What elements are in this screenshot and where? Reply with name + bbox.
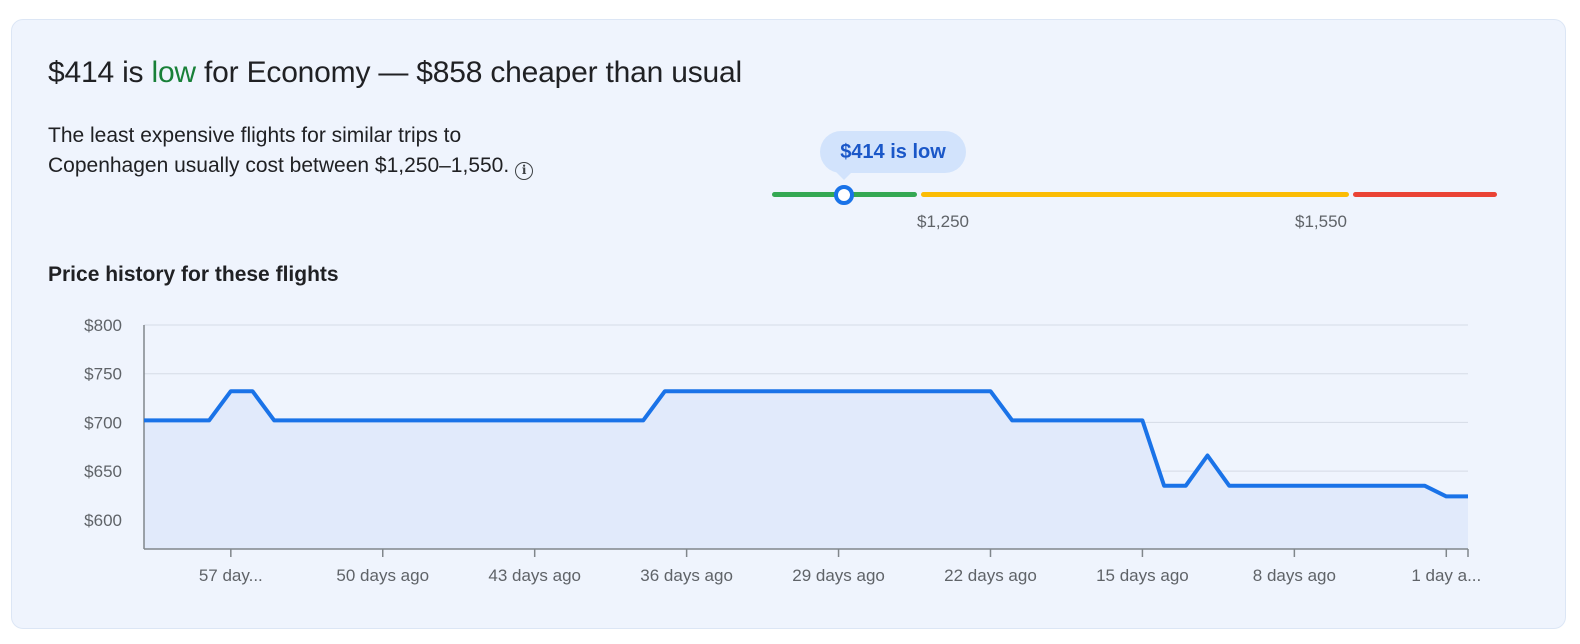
x-tick-label: 50 days ago [336,566,429,585]
current-price-bubble: $414 is low [820,131,966,180]
price-level-text: low [151,56,196,89]
price-history-title: Price history for these flights [48,263,339,286]
x-tick-label: 15 days ago [1096,566,1189,585]
x-tick-label: 36 days ago [640,566,733,585]
y-tick-label: $700 [84,413,122,432]
y-tick-label: $750 [84,365,122,384]
range-high-bound-label: $1,550 [1295,212,1347,231]
description-line-2: Copenhagen usually cost between $1,250–1… [48,151,534,181]
x-tick-label: 1 day a... [1411,566,1481,585]
x-tick-label: 43 days ago [488,566,581,585]
x-tick-label: 29 days ago [792,566,885,585]
price-description: The least expensive flights for similar … [48,121,534,181]
description-line-2-text: Copenhagen usually cost between $1,250–1… [48,154,510,177]
headline-rest: for Economy — $858 cheaper than usual [195,56,742,89]
x-tick-label: 22 days ago [944,566,1037,585]
y-tick-label: $600 [84,511,122,530]
price-range-typical-segment [921,192,1349,197]
price-text: $414 is [48,56,152,89]
price-history-chart[interactable]: $800 $750 $700 $650 $600 57 day... 50 days ago… [0,300,1580,600]
price-insight-headline: $414 is low for Economy — $858 cheaper t… [48,56,742,90]
range-low-bound-label: $1,250 [917,212,969,231]
y-tick-label: $650 [84,462,122,481]
price-area-fill [144,391,1468,549]
price-range-high-segment [1353,192,1497,197]
description-line-1: The least expensive flights for similar … [48,124,462,147]
current-price-marker [834,185,854,205]
x-tick-label: 57 day... [199,566,263,585]
price-line [144,389,1468,499]
x-tick-label: 8 days ago [1253,566,1336,585]
info-icon[interactable]: i [515,162,534,180]
y-tick-label: $800 [84,316,122,335]
